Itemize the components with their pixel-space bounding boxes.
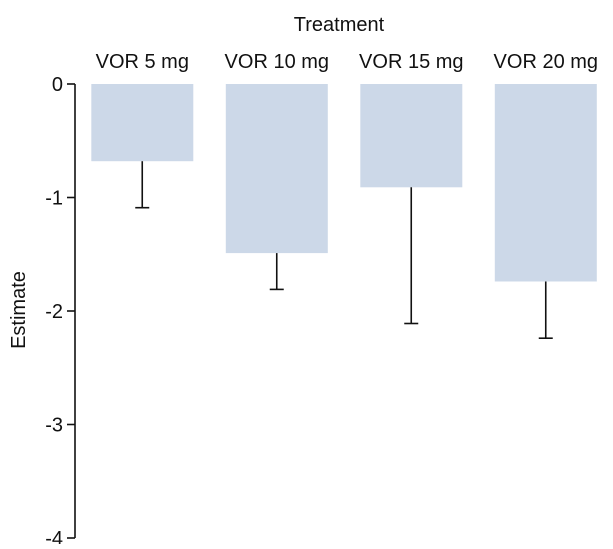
bar-1 [91,84,194,162]
bars-layer [91,84,597,282]
category-label-3: VOR 15 mg [359,51,463,73]
bar-3 [360,84,463,188]
chart-title: Treatment [294,14,385,36]
y-tick-label-5: -4 [45,528,63,544]
bar-2 [225,84,328,254]
y-tick-label-3: -2 [45,301,63,323]
y-axis: 0 -1 -2 -3 -4 [45,74,76,549]
y-tick-label-1: 0 [52,74,63,96]
y-tick-label-2: -1 [45,188,63,210]
category-labels-layer: VOR 5 mg VOR 10 mg VOR 15 mg VOR 20 mg [96,51,598,73]
y-tick-label-4: -3 [45,415,63,437]
category-label-4: VOR 20 mg [494,51,598,73]
bar-4 [494,84,597,282]
y-axis-label: Estimate [8,271,30,349]
category-label-2: VOR 10 mg [225,51,329,73]
error-bars-layer [135,161,553,340]
category-label-1: VOR 5 mg [96,51,189,73]
